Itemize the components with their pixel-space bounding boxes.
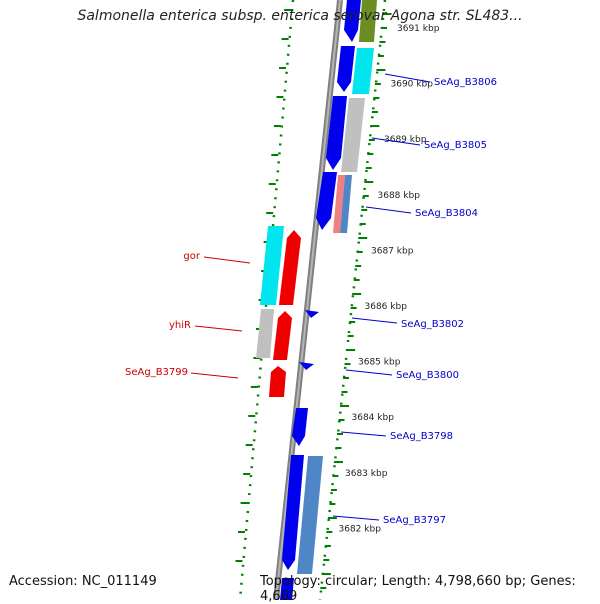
reverse-label-leader	[194, 325, 243, 332]
forward-gene-label[interactable]: SeAg_B3802	[401, 319, 464, 330]
gene-small-3802[interactable]	[305, 310, 319, 318]
forward-gene-labels: SeAg_B3806 SeAg_B3805 SeAg_B3804 SeAg_B3802…	[332, 73, 497, 526]
reverse-gene-label[interactable]: gor	[183, 251, 200, 262]
gene-blue-3804[interactable]	[316, 172, 337, 230]
reverse-strand-genes	[256, 226, 301, 397]
gene-blue-bottom	[280, 578, 294, 600]
backbone-line-inner	[275, 0, 341, 600]
scale-label: 3683 kbp	[345, 469, 388, 479]
forward-label-leader	[351, 317, 398, 324]
forward-label-leader	[365, 206, 412, 214]
scale-label: 3691 kbp	[397, 24, 440, 34]
reverse-label-leader	[190, 372, 239, 379]
forward-gene-label[interactable]: SeAg_B3800	[396, 370, 459, 381]
forward-gene-label[interactable]: SeAg_B3806	[434, 77, 497, 88]
forward-gene-label[interactable]: SeAg_B3804	[415, 208, 478, 219]
gene-cyan-3806[interactable]	[352, 48, 374, 94]
forward-gene-label[interactable]: SeAg_B3797	[383, 515, 446, 526]
gene-olive-top	[359, 0, 377, 42]
gene-red-3799[interactable]	[269, 366, 286, 397]
reverse-label-leader	[203, 256, 251, 264]
forward-label-leader	[384, 73, 431, 83]
gene-blue-top[interactable]	[344, 0, 361, 42]
forward-label-leader	[332, 515, 380, 521]
gene-steel-3804[interactable]	[340, 175, 352, 233]
map-title: Salmonella enterica subsp. enterica sero…	[77, 8, 523, 24]
reverse-gene-label[interactable]: SeAg_B3799	[125, 367, 188, 378]
reverse-gene-label[interactable]: yhiR	[169, 320, 191, 331]
forward-gene-label[interactable]: SeAg_B3805	[424, 140, 487, 151]
gene-small-3800[interactable]	[299, 362, 314, 370]
gene-red-gor[interactable]	[279, 230, 301, 305]
scale-label: 3684 kbp	[352, 413, 395, 423]
gene-gray-3805[interactable]	[341, 98, 365, 172]
scale-label: 3690 kbp	[391, 80, 434, 90]
gene-blue-3806a[interactable]	[337, 46, 355, 92]
gene-cyan-gor[interactable]	[260, 226, 284, 305]
backbone	[273, 0, 343, 600]
gene-blue-3805[interactable]	[326, 96, 347, 170]
forward-label-leader	[371, 137, 421, 146]
gene-gray-yhir[interactable]	[256, 309, 274, 358]
scale-label: 3688 kbp	[378, 191, 421, 201]
scale-label: 3682 kbp	[339, 524, 382, 534]
gene-blue-3798[interactable]	[292, 408, 308, 446]
forward-label-leader	[340, 431, 387, 437]
scale-labels: 3691 kbp 3690 kbp 3689 kbp 3688 kbp 3687 kbp…	[339, 24, 440, 534]
forward-gene-label[interactable]: SeAg_B3798	[390, 431, 453, 442]
gene-blue-3797[interactable]	[282, 455, 304, 570]
left-dotted-track	[238, 0, 295, 600]
scale-label: 3686 kbp	[365, 302, 408, 312]
scale-label: 3687 kbp	[371, 246, 414, 256]
forward-label-leader	[345, 369, 393, 376]
scale-label: 3685 kbp	[358, 358, 401, 368]
outer-track-lines	[238, 0, 387, 600]
forward-strand-genes	[280, 0, 377, 600]
accession-label: Accession: NC_011149	[9, 574, 157, 589]
gene-salmon-3804[interactable]	[333, 175, 345, 233]
gene-red-yhir[interactable]	[273, 311, 292, 360]
right-dotted-track	[318, 0, 387, 600]
gene-steel-3797[interactable]	[297, 456, 323, 574]
scale-ticks	[320, 13, 392, 589]
reverse-gene-labels: gor yhiR SeAg_B3799	[125, 251, 251, 379]
scale-label: 3689 kbp	[384, 135, 427, 145]
